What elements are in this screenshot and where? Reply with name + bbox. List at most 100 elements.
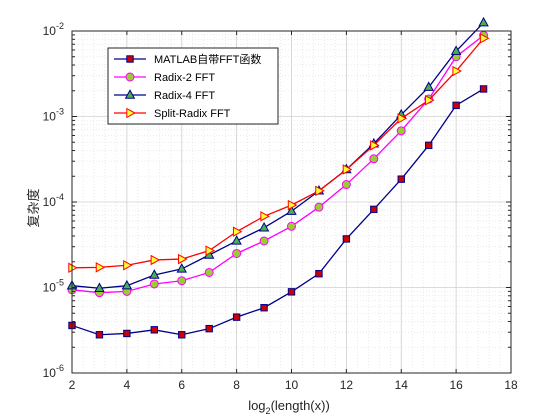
- y-tick-label-exponent: -3: [56, 107, 64, 117]
- data-point: [423, 81, 434, 91]
- legend: MATLAB自带FFT函数 Radix-2 FFT Radix-4 FFT Split…: [107, 47, 279, 125]
- data-point: [315, 270, 323, 278]
- series-line: [71, 34, 484, 294]
- data-point: [68, 262, 78, 274]
- data-point: [232, 226, 243, 237]
- legend-label: Split-Radix FFT: [154, 108, 231, 120]
- data-point: [149, 269, 160, 279]
- series-line: [71, 88, 484, 336]
- x-tick-label: 4: [124, 378, 131, 392]
- data-point: [258, 221, 270, 232]
- data-point: [369, 154, 379, 164]
- x-tick-label: 14: [395, 378, 409, 392]
- data-point: [286, 205, 297, 215]
- legend-box: [107, 47, 279, 125]
- x-axis-label-rest: (length(x)): [271, 398, 330, 413]
- data-point: [232, 248, 242, 258]
- legend-item: Split-Radix FFT: [114, 107, 231, 120]
- data-point: [479, 33, 490, 44]
- series-line: [71, 37, 485, 269]
- data-point: [204, 267, 214, 277]
- data-point: [287, 221, 296, 231]
- data-point: [150, 326, 159, 334]
- y-tick-label-base: 10: [43, 24, 57, 38]
- data-point: [123, 260, 133, 271]
- y-axis-label: 复杂度: [26, 188, 41, 227]
- data-point: [287, 199, 298, 211]
- data-point: [259, 236, 269, 246]
- data-point: [397, 175, 405, 183]
- y-tick-label-base: 10: [43, 366, 57, 380]
- data-point: [397, 113, 408, 124]
- y-tick-label: 10-6: [43, 363, 64, 380]
- data-point: [176, 263, 187, 273]
- legend-marker: [125, 72, 135, 82]
- data-point: [315, 185, 325, 197]
- data-point: [205, 324, 213, 333]
- y-tick-label-exponent: -6: [56, 363, 64, 373]
- x-tick-labels: 2 4 6 8 10 12 14 16 18: [69, 378, 518, 392]
- series-line: [71, 22, 485, 289]
- data-point: [450, 45, 462, 55]
- legend-label: Radix-4 FFT: [154, 90, 215, 102]
- y-tick-label-exponent: -2: [56, 21, 64, 31]
- x-tick-label: 2: [69, 378, 76, 392]
- data-point: [205, 245, 216, 256]
- data-point: [478, 16, 489, 27]
- data-point: [95, 262, 106, 273]
- data-point: [452, 65, 462, 77]
- data-point: [341, 180, 351, 190]
- y-tick-label-base: 10: [43, 110, 57, 124]
- legend-item: MATLAB自带FFT函数: [114, 53, 261, 66]
- y-tick-label: 10-3: [43, 107, 64, 124]
- y-tick-label-base: 10: [43, 195, 57, 209]
- data-point: [178, 253, 188, 265]
- data-point: [231, 235, 242, 245]
- data-point: [95, 331, 104, 339]
- data-point: [370, 140, 380, 151]
- legend-item: Radix-4 FFT: [114, 89, 215, 102]
- x-tick-label: 8: [233, 378, 240, 392]
- legend-marker: [124, 89, 136, 99]
- legend-label: MATLAB自带FFT函数: [154, 53, 261, 66]
- x-tick-label: 10: [285, 378, 299, 392]
- data-point: [396, 126, 406, 136]
- legend-marker: [126, 55, 134, 63]
- axis-ticks: [71, 30, 512, 374]
- y-tick-label-base: 10: [43, 281, 57, 295]
- data-point: [452, 101, 460, 110]
- data-point: [342, 164, 353, 175]
- data-point: [479, 85, 488, 93]
- data-point: [177, 276, 187, 286]
- data-point: [260, 211, 270, 222]
- data-point: [314, 202, 324, 212]
- data-point: [178, 331, 186, 339]
- data-point: [150, 254, 161, 266]
- y-tick-label-exponent: -4: [56, 192, 64, 202]
- series-1: [68, 85, 488, 339]
- x-tick-label: 12: [340, 378, 354, 392]
- data-point: [123, 329, 131, 338]
- legend-item: Radix-2 FFT: [114, 72, 215, 84]
- data-point: [232, 313, 241, 321]
- series-4: [68, 33, 490, 274]
- x-axis-label: log2(length(x)): [248, 398, 330, 416]
- data-point: [370, 205, 378, 214]
- legend-label: Radix-2 FFT: [154, 72, 215, 84]
- series-layer: [66, 16, 490, 339]
- y-tick-label: 10-2: [43, 21, 64, 38]
- data-point: [149, 279, 159, 289]
- y-tick-labels: 10-610-510-410-310-2: [43, 21, 64, 380]
- data-point: [94, 282, 105, 292]
- x-tick-label: 6: [178, 378, 185, 392]
- data-point: [260, 304, 268, 312]
- data-point: [424, 94, 435, 106]
- data-point: [424, 141, 433, 150]
- x-tick-label: 18: [504, 378, 518, 392]
- data-point: [342, 235, 351, 243]
- y-tick-label-exponent: -5: [56, 278, 64, 288]
- x-axis-label-subscript: 2: [266, 406, 271, 416]
- data-point: [121, 279, 133, 290]
- data-point: [287, 288, 296, 296]
